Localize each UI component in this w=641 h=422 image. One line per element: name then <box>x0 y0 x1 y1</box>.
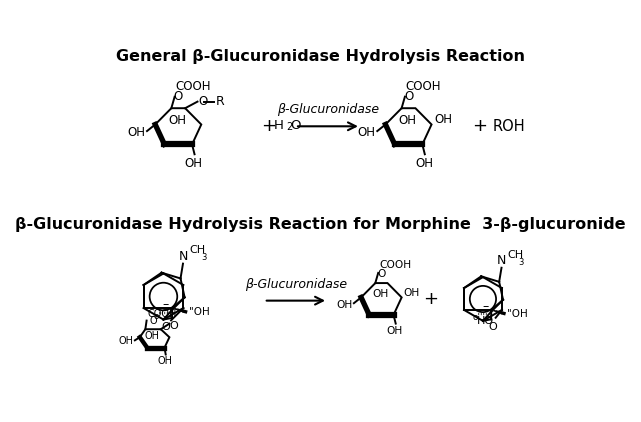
Text: O: O <box>198 95 208 108</box>
Text: CH: CH <box>190 246 206 255</box>
Text: OH: OH <box>145 331 160 341</box>
Text: N: N <box>497 254 506 267</box>
Text: R: R <box>215 95 224 108</box>
Text: +: + <box>423 290 438 308</box>
Text: –: – <box>163 298 169 311</box>
Text: O: O <box>149 316 157 325</box>
Text: OH: OH <box>336 300 353 310</box>
Text: "OH: "OH <box>507 309 528 319</box>
Text: N: N <box>178 250 188 263</box>
Text: HO: HO <box>477 316 494 326</box>
Text: COOH: COOH <box>379 260 411 270</box>
Text: β-Glucuronidase Hydrolysis Reaction for Morphine  3-β-glucuronide: β-Glucuronidase Hydrolysis Reaction for … <box>15 217 626 232</box>
Text: +: + <box>262 117 276 135</box>
Text: o'''': o'''' <box>153 312 169 321</box>
Text: O: O <box>290 119 301 132</box>
Text: "OH: "OH <box>188 307 210 317</box>
Text: OH: OH <box>185 157 203 170</box>
Text: OH: OH <box>398 114 417 127</box>
Text: OH: OH <box>119 336 133 346</box>
Text: COOH: COOH <box>176 81 211 93</box>
Text: +: + <box>472 117 487 135</box>
Text: 2: 2 <box>286 122 292 132</box>
Text: 3: 3 <box>201 253 206 262</box>
Text: OH: OH <box>404 288 420 298</box>
Text: General β-Glucuronidase Hydrolysis Reaction: General β-Glucuronidase Hydrolysis React… <box>116 49 525 64</box>
Text: ROH: ROH <box>492 119 525 134</box>
Text: COOH: COOH <box>406 81 441 93</box>
Text: OH: OH <box>358 126 376 139</box>
Text: OH: OH <box>158 356 172 366</box>
Text: OH: OH <box>434 113 452 126</box>
Text: O: O <box>488 322 497 333</box>
Text: OH: OH <box>128 126 146 139</box>
Text: O: O <box>174 90 183 103</box>
Text: O: O <box>162 322 171 332</box>
Text: 3: 3 <box>519 258 524 267</box>
Text: OH: OH <box>372 289 388 299</box>
Text: –: – <box>482 300 488 313</box>
Text: OH: OH <box>168 114 186 127</box>
Text: CH: CH <box>508 250 524 260</box>
Text: β-Glucuronidase: β-Glucuronidase <box>245 278 347 291</box>
Text: O: O <box>377 269 386 279</box>
Text: OH: OH <box>387 326 403 336</box>
Text: β-Glucuronidase: β-Glucuronidase <box>277 103 379 116</box>
Text: O: O <box>404 90 413 103</box>
Text: COOH: COOH <box>147 309 177 319</box>
Text: O: O <box>169 321 178 331</box>
Text: OH: OH <box>415 157 433 170</box>
Text: H: H <box>274 119 283 132</box>
Text: o'''': o'''' <box>472 313 488 322</box>
